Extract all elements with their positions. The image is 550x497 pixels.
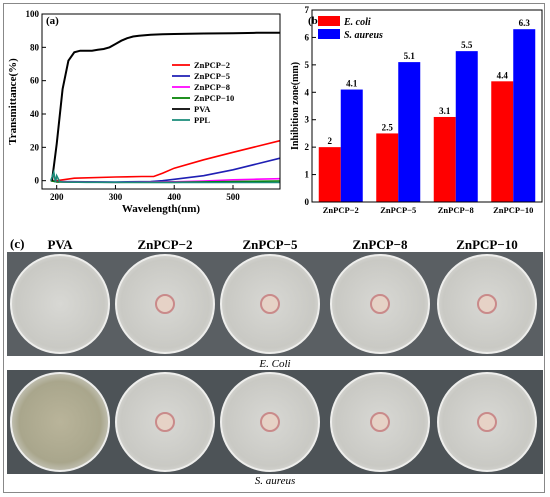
- petri-dish: [330, 372, 430, 472]
- bar-saureus-2: [398, 62, 421, 202]
- petri-dish: [115, 254, 215, 354]
- sample-disc: [155, 412, 175, 432]
- b-y-tick-label-2: 2: [305, 142, 310, 152]
- legend-label-1: ZnPCP−2: [194, 60, 230, 70]
- x-tick-label-0: 200: [50, 192, 64, 202]
- b-y-tick-label-1: 1: [305, 170, 310, 180]
- sample-disc: [155, 294, 175, 314]
- petri-dish: [10, 372, 110, 472]
- data-label-ecoli-2: 2.5: [382, 122, 394, 132]
- column-label-4: ZnPCP−8: [352, 237, 408, 252]
- transmittance-chart: (a) 200 300 400 500 0 20 40 60 80 100 Wavelength(nm…: [7, 9, 281, 215]
- row-label-1: E. Coli: [259, 358, 291, 370]
- b-legend-label-1: E. coli: [343, 17, 371, 28]
- y-tick-label-3: 60: [30, 76, 40, 86]
- category-label-1: ZnPCP−2: [323, 205, 359, 215]
- bar-ecoli-2: [376, 133, 399, 202]
- plot-area-a: [41, 13, 281, 190]
- b-y-tick-label-7: 7: [305, 5, 310, 15]
- column-label-5: ZnPCP−10: [456, 237, 518, 252]
- data-label-ecoli-4: 4.4: [497, 70, 509, 80]
- panel-c-label: (c): [10, 236, 25, 251]
- petri-dish: [10, 254, 110, 354]
- x-axis-label: Wavelength(nm): [122, 203, 201, 215]
- x-tick-label-2: 400: [167, 192, 181, 202]
- column-label-2: ZnPCP−2: [137, 237, 193, 252]
- y-tick-label-1: 20: [30, 142, 40, 152]
- row-label-2: S. aureus: [254, 475, 296, 487]
- b-y-axis-label: Inhibition zone(mm): [290, 62, 301, 150]
- series-line-6: [50, 169, 280, 184]
- series-line-1: [50, 139, 281, 182]
- column-label-1: PVA: [47, 237, 73, 252]
- b-y-tick-label-6: 6: [305, 32, 310, 42]
- b-y-tick-label-4: 4: [305, 87, 310, 97]
- y-tick-label-2: 40: [30, 109, 40, 119]
- data-label-saureus-3: 5.5: [461, 40, 473, 50]
- legend-label-5: PVA: [194, 104, 211, 114]
- sample-disc: [370, 412, 390, 432]
- y-tick-label-0: 0: [35, 176, 40, 186]
- data-label-ecoli-1: 2: [328, 136, 333, 146]
- sample-disc: [260, 294, 280, 314]
- panel-a-label: (a): [46, 15, 59, 27]
- figure-frame: [3, 3, 545, 493]
- x-tick-label-1: 300: [109, 192, 123, 202]
- series-line-5: [51, 31, 281, 181]
- bar-ecoli-4: [491, 81, 514, 202]
- b-legend-swatch-2: [318, 29, 340, 39]
- bar-saureus-1: [340, 89, 363, 202]
- data-label-saureus-2: 5.1: [404, 51, 416, 61]
- y-tick-label-4: 80: [30, 42, 40, 52]
- b-y-tick-label-3: 3: [305, 115, 310, 125]
- category-label-4: ZnPCP−10: [493, 205, 533, 215]
- inhibition-zone-chart: (b)24.1ZnPCP−22.55.1ZnPCP−53.15.5ZnPCP−8…: [290, 5, 543, 215]
- y-axis-label: Transmittance(%): [7, 58, 19, 145]
- legend-label-3: ZnPCP−8: [194, 82, 230, 92]
- x-tick-label-3: 500: [226, 192, 240, 202]
- legend-label-6: PPL: [194, 115, 210, 125]
- bar-saureus-4: [513, 29, 536, 203]
- bar-saureus-3: [455, 51, 478, 203]
- b-legend-swatch-1: [318, 16, 340, 26]
- sample-disc: [477, 412, 497, 432]
- b-y-tick-label-0: 0: [305, 197, 310, 207]
- b-legend-label-2: S. aureus: [344, 30, 383, 41]
- sample-disc: [260, 412, 280, 432]
- sample-disc: [370, 294, 390, 314]
- bar-ecoli-1: [318, 147, 341, 202]
- plot-area-b: [311, 9, 543, 203]
- category-label-2: ZnPCP−5: [380, 205, 416, 215]
- y-tick-label-5: 100: [26, 9, 40, 19]
- bar-ecoli-3: [433, 116, 456, 202]
- petri-dish-photo-panel: (c) PVA ZnPCP−2 ZnPCP−5 ZnPCP−8 ZnPCP−10 E. …: [0, 230, 550, 497]
- category-label-3: ZnPCP−8: [438, 205, 474, 215]
- data-label-saureus-1: 4.1: [346, 79, 358, 89]
- data-label-saureus-4: 6.3: [519, 18, 531, 28]
- legend-label-2: ZnPCP−5: [194, 71, 230, 81]
- data-label-ecoli-3: 3.1: [439, 106, 451, 116]
- legend-label-4: ZnPCP−10: [194, 93, 234, 103]
- column-label-3: ZnPCP−5: [242, 237, 298, 252]
- b-y-tick-label-5: 5: [305, 60, 310, 70]
- sample-disc: [477, 294, 497, 314]
